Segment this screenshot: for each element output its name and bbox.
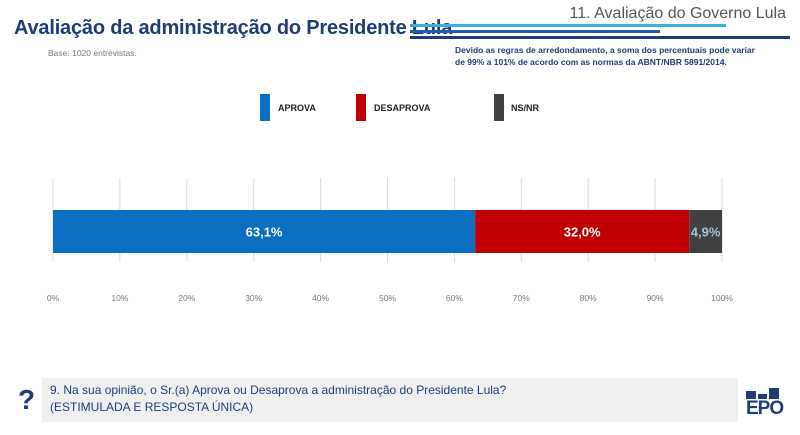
rounding-note: Devido as regras de arredondamento, a so… — [455, 44, 755, 68]
legend-swatch-aprova — [260, 94, 270, 121]
rounding-note-line1: Devido as regras de arredondamento, a so… — [455, 45, 755, 55]
data-label: 32,0% — [564, 225, 601, 240]
legend-label-desaprova: DESAPROVA — [374, 103, 431, 113]
tick-label: 20% — [178, 293, 195, 303]
logo-text: EPO — [746, 398, 784, 419]
tick-label: 50% — [379, 293, 396, 303]
question-text: 9. Na sua opinião, o Sr.(a) Aprova ou De… — [50, 383, 507, 397]
section-title: 11. Avaliação do Governo Lula — [569, 5, 786, 22]
rounding-note-line2: de 99% a 101% de acordo com as normas da… — [455, 57, 727, 67]
data-label: 4,9% — [691, 225, 721, 240]
tick-label: 90% — [647, 293, 664, 303]
tick-label: 0% — [47, 293, 60, 303]
legend-label-aprova: APROVA — [278, 103, 316, 113]
bar-segment-nsnr — [689, 210, 722, 253]
tick-label: 100% — [711, 293, 733, 303]
tick-label: 70% — [513, 293, 530, 303]
tick-label: 60% — [446, 293, 463, 303]
data-label: 63,1% — [246, 225, 283, 240]
legend-swatch-nsnr — [494, 94, 504, 121]
question-icon: ? — [18, 384, 36, 415]
decor-line-blue — [410, 30, 660, 33]
tick-label: 30% — [245, 293, 262, 303]
decor-line-cyan — [410, 24, 726, 27]
bar-segment-aprova — [53, 210, 476, 253]
legend-swatch-desaprova — [356, 94, 366, 121]
question-instruction: (ESTIMULADA E RESPOSTA ÚNICA) — [50, 400, 254, 414]
decor-line-navy — [410, 36, 790, 39]
epo-logo: EPO — [746, 388, 784, 422]
legend-label-nsnr: NS/NR — [511, 103, 540, 113]
tick-label: 80% — [580, 293, 597, 303]
page-title: Avaliação da administração do Presidente… — [14, 17, 453, 39]
tick-label: 40% — [312, 293, 329, 303]
tick-label: 10% — [111, 293, 128, 303]
base-note: Base: 1020 entrevistas. — [48, 48, 137, 58]
question-box — [42, 378, 738, 422]
bar-segment-desaprova — [475, 210, 690, 253]
